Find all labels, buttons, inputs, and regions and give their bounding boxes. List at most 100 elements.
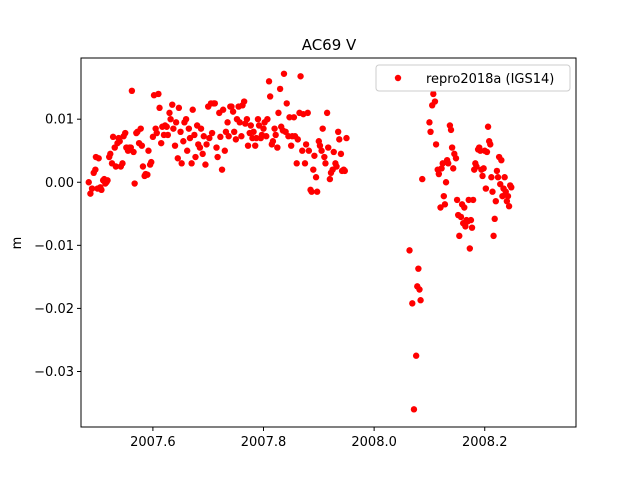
data-point	[412, 352, 420, 359]
data-point	[334, 128, 342, 135]
data-point	[189, 106, 196, 113]
data-point	[441, 201, 449, 208]
data-point	[191, 131, 198, 139]
data-point	[447, 126, 455, 134]
data-point	[253, 134, 260, 142]
data-point	[265, 78, 273, 85]
data-point	[213, 144, 220, 151]
data-point	[264, 115, 271, 123]
data-point	[406, 247, 413, 254]
data-point	[148, 158, 155, 166]
data-point	[492, 197, 499, 205]
data-point	[247, 122, 254, 129]
data-point	[119, 160, 126, 167]
data-point	[138, 142, 146, 149]
data-point	[326, 175, 334, 183]
data-point	[221, 147, 228, 154]
data-point	[232, 136, 240, 143]
legend-marker	[394, 74, 402, 82]
data-point	[175, 104, 183, 112]
data-point	[255, 122, 263, 129]
data-point	[322, 160, 329, 167]
data-point	[484, 123, 492, 130]
data-point	[185, 125, 193, 132]
chart-title: AC69 V	[302, 36, 357, 54]
data-point	[321, 153, 328, 161]
data-point	[95, 155, 102, 162]
data-point	[469, 196, 477, 204]
data-point	[139, 163, 147, 170]
data-point	[283, 100, 290, 107]
data-point	[153, 129, 160, 137]
y-tick-label: −0.01	[34, 239, 74, 254]
plot-frame	[80, 57, 577, 428]
data-point	[468, 224, 476, 231]
data-point	[445, 160, 452, 167]
data-point	[280, 70, 288, 77]
data-point	[203, 141, 210, 148]
data-point	[144, 171, 151, 178]
data-point	[504, 192, 512, 200]
data-point	[182, 115, 190, 123]
data-point	[107, 150, 114, 158]
data-point	[325, 144, 332, 151]
data-point	[217, 133, 224, 141]
data-point	[410, 406, 418, 413]
data-point	[479, 172, 486, 180]
data-point	[171, 142, 179, 149]
data-point	[174, 155, 181, 162]
data-point	[272, 131, 279, 139]
data-point	[167, 115, 174, 123]
data-point	[319, 125, 326, 132]
points-layer	[85, 70, 515, 413]
data-point	[312, 174, 320, 181]
data-point	[477, 147, 484, 154]
y-tick-label: 0.00	[45, 176, 74, 191]
data-point	[98, 186, 105, 194]
data-point	[308, 188, 315, 195]
data-point	[263, 133, 270, 140]
data-point	[229, 108, 237, 115]
data-point	[155, 90, 162, 98]
data-point	[462, 223, 469, 230]
x-tick-label: 2008.0	[351, 435, 397, 450]
data-point	[337, 150, 345, 158]
data-point	[304, 109, 311, 117]
legend-label: repro2018a (IGS14)	[426, 72, 554, 87]
data-point	[218, 166, 226, 173]
data-point	[112, 163, 120, 170]
data-point	[202, 161, 209, 168]
legend-box	[375, 64, 571, 92]
data-point	[206, 134, 213, 142]
data-point	[448, 144, 456, 151]
data-point	[177, 128, 184, 135]
data-point	[275, 109, 282, 117]
data-point	[330, 148, 337, 156]
data-point	[199, 150, 206, 158]
y-tick-label: −0.02	[34, 302, 74, 317]
data-point	[109, 133, 117, 141]
data-point	[483, 148, 491, 156]
data-point	[254, 115, 262, 123]
data-point	[164, 131, 172, 139]
data-point	[266, 93, 274, 100]
data-point	[137, 125, 144, 132]
data-point	[293, 160, 300, 167]
data-point	[260, 125, 267, 132]
data-point	[180, 138, 187, 145]
data-point	[498, 156, 505, 164]
data-point	[499, 192, 506, 200]
data-point	[290, 114, 298, 121]
x-tick-label: 2008.2	[462, 435, 508, 450]
data-point	[231, 128, 238, 135]
ticks-layer: 2007.6 2007.8 2008.0 2008.2 0.01 0.00 −0.01 −0.…	[34, 113, 507, 450]
data-point	[131, 180, 138, 187]
data-point	[85, 179, 92, 186]
data-point	[450, 165, 457, 172]
data-point	[493, 167, 501, 175]
data-point	[416, 286, 423, 293]
data-point	[497, 180, 504, 188]
data-point	[294, 136, 301, 143]
data-point	[409, 300, 416, 307]
